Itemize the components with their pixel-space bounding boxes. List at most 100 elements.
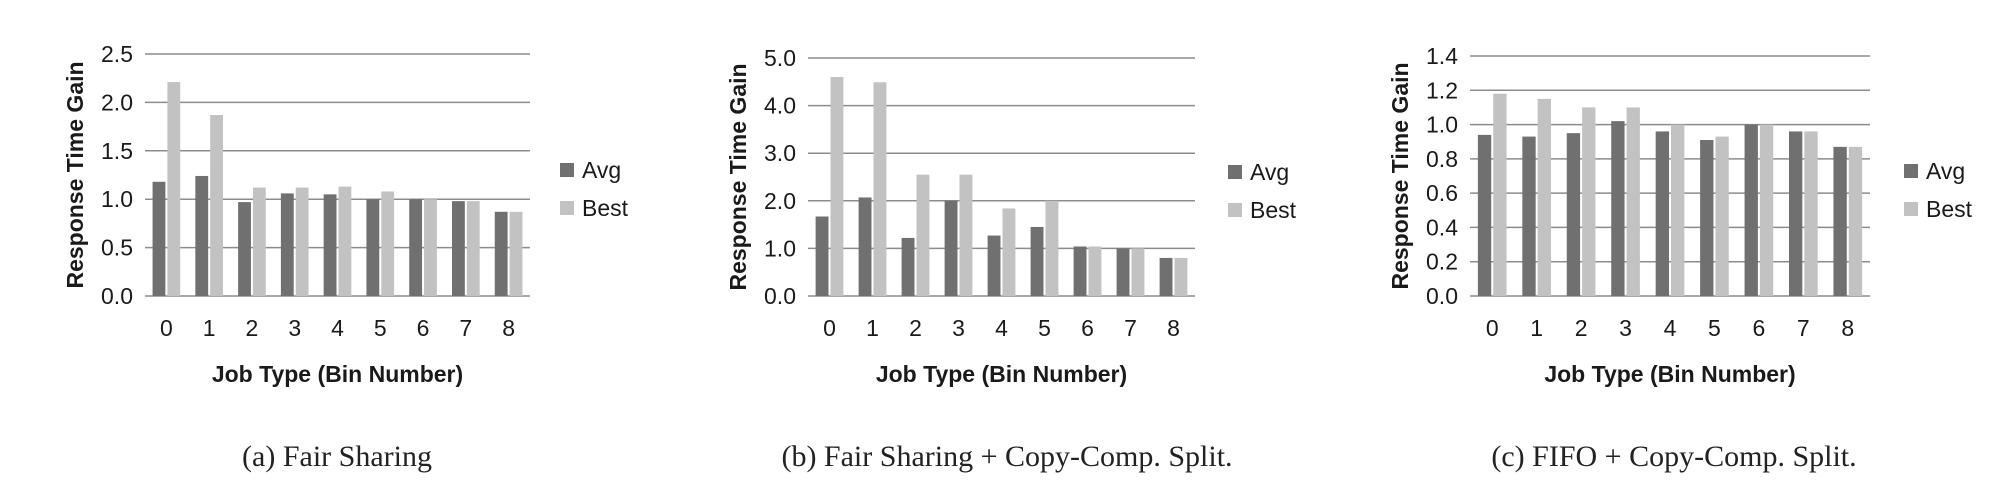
bar-best [252,187,266,296]
legend-swatch-avg [1228,165,1242,179]
x-tick-label: 3 [952,315,965,341]
x-tick-label: 4 [331,315,344,341]
legend-swatch-best [1904,202,1918,216]
bar-best [424,199,437,296]
bar-best [295,187,309,296]
bar-best [830,77,844,296]
x-tick-label: 2 [909,315,922,341]
y-tick-label: 0.4 [1426,214,1458,240]
bar-avg [1116,248,1130,296]
legend-label-best: Best [1926,196,1973,222]
bar-best [466,201,480,296]
x-tick-label: 4 [1664,315,1677,341]
x-tick-label: 7 [459,315,472,341]
x-tick-label: 6 [417,315,430,341]
chart-panel-0: 0.0 0.5 1.0 1.5 2.0 2.5 0 1 2 3 4 5 6 7 8 Job Type (Bin… [62,41,629,387]
bar-best [1582,107,1596,296]
x-tick-label: 1 [1530,315,1543,341]
bar-best [959,174,973,296]
y-tick-label: 1.0 [764,235,796,261]
bar-best [509,211,523,296]
caption-c: (c) FIFO + Copy-Comp. Split. [1491,440,1857,473]
x-tick-label: 7 [1797,315,1810,341]
legend-label-avg: Avg [1250,159,1289,185]
x-tick-label: 6 [1752,315,1765,341]
bar-best [1002,208,1016,296]
bar-avg [1700,140,1714,296]
bar-best [1493,93,1507,296]
x-tick-label: 0 [823,315,836,341]
x-tick-label: 1 [866,315,879,341]
bar-avg [1833,146,1847,296]
y-tick-label: 0.5 [101,235,133,261]
bar-best [1088,246,1102,296]
bar-best [1537,98,1551,296]
bar-best [1174,257,1188,296]
bar-best [1804,131,1818,296]
x-tick-label: 3 [1619,315,1632,341]
bar-avg [1744,124,1758,296]
bar-avg [1159,257,1173,296]
y-tick-label: 1.0 [1426,112,1458,138]
x-tick-label: 5 [1038,315,1051,341]
legend-label-best: Best [582,195,629,221]
x-tick-label: 8 [502,315,515,341]
bar-avg [1566,133,1581,296]
x-tick-label: 6 [1081,315,1094,341]
x-tick-label: 5 [374,315,387,341]
bar-avg [987,235,1001,296]
legend-label-avg: Avg [1926,158,1965,184]
bar-avg [452,201,465,296]
bar-best [1045,200,1059,296]
y-tick-label: 0.0 [1426,283,1458,309]
legend-swatch-best [1228,203,1242,217]
x-axis-title: Job Type (Bin Number) [212,361,463,387]
bar-best [338,186,352,296]
y-tick-label: 0.0 [101,283,133,309]
bar-avg [901,237,915,296]
chart-panel-1: 0.0 1.0 2.0 3.0 4.0 5.0 0 1 2 3 4 5 6 7 8 Job Type (Bin… [725,45,1297,387]
bar-avg [1655,131,1669,296]
bar-best [1848,146,1863,296]
x-tick-label: 0 [160,315,173,341]
bar-avg [815,216,829,296]
bar-best [1671,124,1685,296]
bar-best [873,82,887,296]
caption-a: (a) Fair Sharing [242,440,432,473]
bar-avg [858,197,872,296]
bar-avg [238,202,251,296]
x-tick-label: 8 [1841,315,1854,341]
y-tick-label: 0.8 [1426,146,1458,172]
y-tick-label: 2.0 [101,89,133,115]
bar-avg [1030,226,1044,296]
x-tick-label: 4 [995,315,1008,341]
bar-avg [944,200,958,296]
y-tick-label: 0.6 [1426,180,1458,206]
bar-best [1715,136,1729,296]
bar-best [1131,248,1145,296]
x-tick-label: 2 [1575,315,1588,341]
y-axis-title: Response Time Gain [725,63,751,290]
y-tick-label: 3.0 [764,140,796,166]
bar-avg [409,199,423,296]
y-tick-label: 1.2 [1426,77,1458,103]
bar-avg [1789,131,1803,296]
bar-avg [280,193,294,296]
legend-label-best: Best [1250,197,1297,223]
bar-best [1759,124,1774,296]
y-tick-label: 1.5 [101,138,133,164]
caption-b: (b) Fair Sharing + Copy-Comp. Split. [781,440,1233,473]
bar-avg [1073,246,1087,296]
x-tick-label: 1 [203,315,216,341]
x-axis-title: Job Type (Bin Number) [1544,361,1795,387]
y-tick-label: 1.0 [101,186,133,212]
bar-best [1626,107,1640,296]
bar-avg [323,194,337,296]
y-axis-title: Response Time Gain [1387,62,1413,289]
y-tick-label: 2.0 [764,188,796,214]
x-tick-label: 8 [1167,315,1180,341]
x-tick-label: 7 [1124,315,1137,341]
x-tick-label: 2 [246,315,259,341]
bar-best [167,82,181,297]
